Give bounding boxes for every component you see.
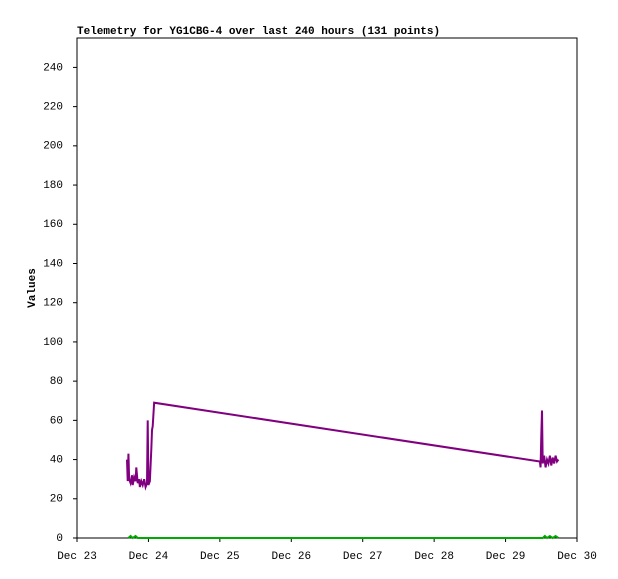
x-tick-label: Dec 30 (557, 551, 597, 563)
y-tick-label: 180 (43, 180, 63, 192)
y-tick-label: 200 (43, 141, 63, 153)
y-tick-label: 240 (43, 62, 63, 74)
y-tick-label: 20 (50, 494, 63, 506)
y-tick-label: 0 (56, 533, 63, 545)
x-tick-label: Dec 29 (486, 551, 526, 563)
chart-title: Telemetry for YG1CBG-4 over last 240 hou… (77, 26, 440, 38)
x-tick-label: Dec 26 (271, 551, 311, 563)
y-tick-label: 60 (50, 415, 63, 427)
y-tick-label: 160 (43, 219, 63, 231)
x-tick-label: Dec 24 (129, 551, 169, 563)
plot-frame (76, 37, 578, 539)
x-tick-label: Dec 23 (57, 551, 97, 563)
y-tick-label: 40 (50, 454, 63, 466)
y-tick-label: 80 (50, 376, 63, 388)
series-line (126, 401, 560, 491)
y-tick-label: 100 (43, 337, 63, 349)
y-tick-label: 140 (43, 258, 63, 270)
x-tick-label: Dec 25 (200, 551, 240, 563)
y-tick-label: 220 (43, 102, 63, 114)
x-tick-label: Dec 27 (343, 551, 383, 563)
x-tick-label: Dec 28 (414, 551, 454, 563)
y-axis-title: Values (27, 268, 39, 308)
y-tick-label: 120 (43, 298, 63, 310)
series-line (127, 534, 559, 540)
